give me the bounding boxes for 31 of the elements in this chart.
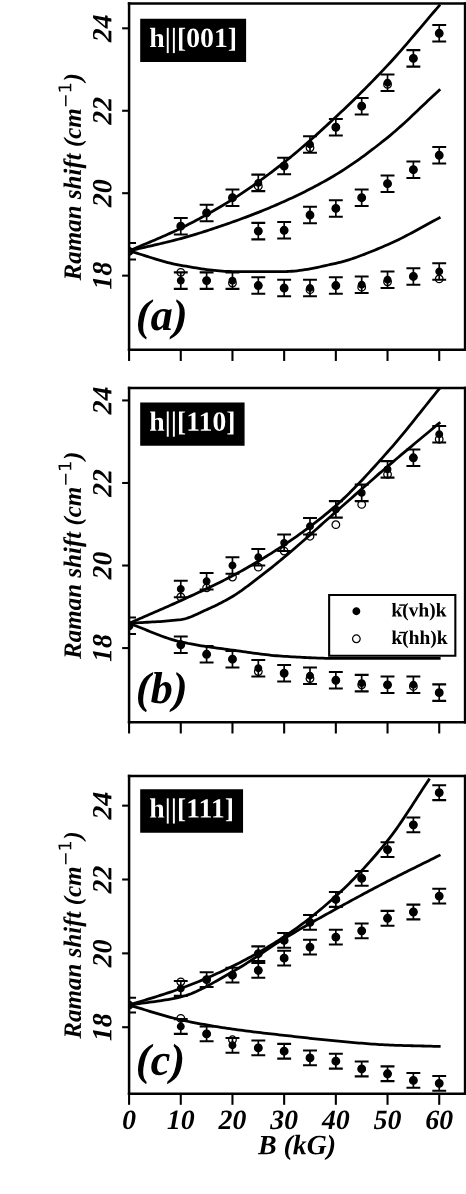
- y-axis-title: Raman shift (cm$^{−1}$): [58, 832, 87, 1039]
- y-tick-label: 22: [92, 866, 112, 894]
- y-tick-label: 24: [92, 387, 112, 415]
- y-tick-label: 24: [92, 15, 112, 43]
- y-tick-label: 18: [92, 634, 112, 662]
- x-tick-label: 40: [321, 1110, 350, 1130]
- x-tick-label: 50: [373, 1110, 401, 1130]
- x-tick-label: 10: [167, 1110, 195, 1130]
- annotation: (c): [138, 1043, 183, 1085]
- x-tick-label: 60: [426, 1110, 453, 1130]
- x-tick-label: 0: [123, 1110, 136, 1130]
- legend-label: k̄(vh)k: [391, 602, 447, 621]
- legend-label: k̄(hh)k: [391, 630, 448, 649]
- annotation: h||[110]: [149, 411, 234, 437]
- annotation: (b): [138, 672, 185, 713]
- y-tick-label: 18: [92, 262, 112, 289]
- y-tick-label: 18: [92, 1013, 112, 1041]
- annotation: h||[111]: [149, 798, 232, 824]
- y-axis-title: Raman shift (cm$^{−1}$): [58, 74, 87, 281]
- y-tick-label: 22: [92, 97, 112, 125]
- x-axis-title: B (kG): [257, 1134, 335, 1161]
- y-tick-label: 22: [92, 469, 112, 498]
- y-tick-label: 20: [92, 179, 112, 208]
- y-tick-label: 24: [92, 792, 112, 820]
- annotation: h||[001]: [149, 27, 236, 54]
- x-tick-label: 20: [218, 1110, 246, 1130]
- y-axis-title: Raman shift (cm$^{−1}$): [58, 453, 87, 659]
- y-tick-label: 20: [92, 552, 112, 580]
- annotation: (a): [138, 299, 185, 340]
- x-tick-label: 30: [270, 1110, 298, 1130]
- y-tick-label: 20: [92, 939, 112, 968]
